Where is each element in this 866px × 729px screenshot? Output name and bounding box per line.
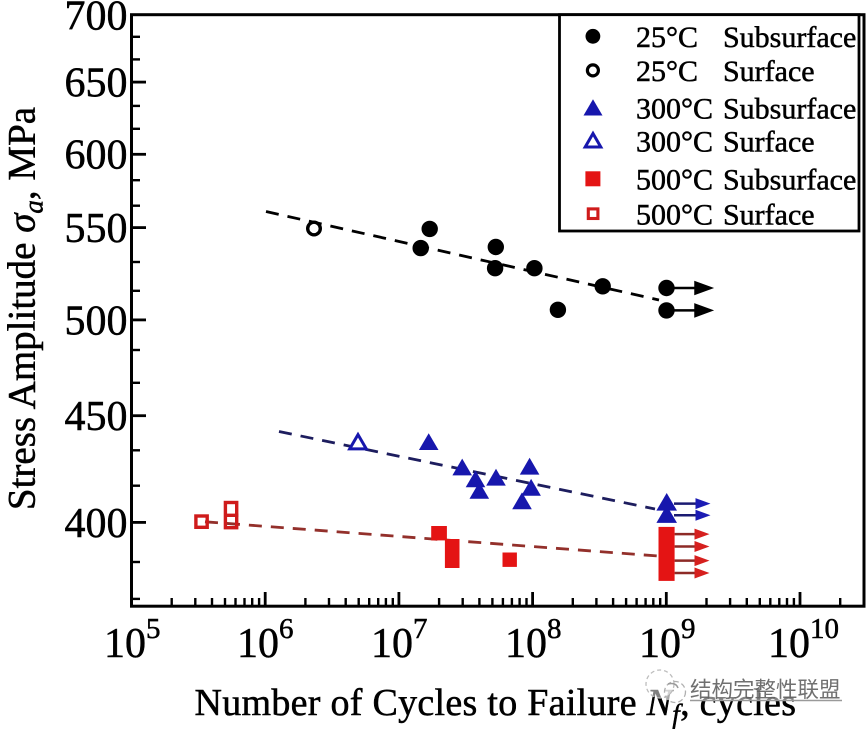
svg-text:6: 6 [279, 613, 294, 645]
svg-text:7: 7 [413, 613, 428, 645]
svg-text:600: 600 [65, 133, 128, 179]
svg-text:Surface: Surface [723, 126, 815, 159]
svg-text:650: 650 [65, 61, 128, 107]
svg-text:Subsurface: Subsurface [723, 93, 856, 126]
svg-text:8: 8 [547, 613, 562, 645]
svg-text:300°C: 300°C [636, 126, 713, 159]
svg-text:Subsurface: Subsurface [723, 164, 856, 197]
svg-text:Surface: Surface [723, 55, 815, 88]
svg-text:9: 9 [681, 613, 696, 645]
svg-text:400: 400 [65, 501, 128, 547]
svg-text:结构完整性联盟: 结构完整性联盟 [690, 678, 841, 702]
svg-text:450: 450 [65, 394, 128, 440]
svg-text:Subsurface: Subsurface [723, 21, 856, 54]
svg-text:Stress Amplitude σa, MPa: Stress Amplitude σa, MPa [1, 107, 49, 510]
svg-text:10: 10 [237, 621, 279, 667]
svg-text:25°C: 25°C [636, 21, 698, 54]
svg-text:10: 10 [639, 621, 681, 667]
svg-text:10: 10 [768, 621, 810, 667]
svg-text:10: 10 [505, 621, 547, 667]
svg-text:500: 500 [65, 299, 128, 345]
svg-text:550: 550 [65, 206, 128, 252]
svg-text:10: 10 [371, 621, 413, 667]
svg-text:25°C: 25°C [636, 55, 698, 88]
svg-text:500°C: 500°C [636, 164, 713, 197]
svg-text:Surface: Surface [723, 199, 815, 232]
svg-text:5: 5 [146, 613, 161, 645]
svg-text:500°C: 500°C [636, 199, 713, 232]
svg-text:10: 10 [104, 621, 146, 667]
svg-text:300°C: 300°C [636, 93, 713, 126]
svg-text:10: 10 [810, 613, 839, 645]
svg-text:700: 700 [65, 0, 128, 40]
